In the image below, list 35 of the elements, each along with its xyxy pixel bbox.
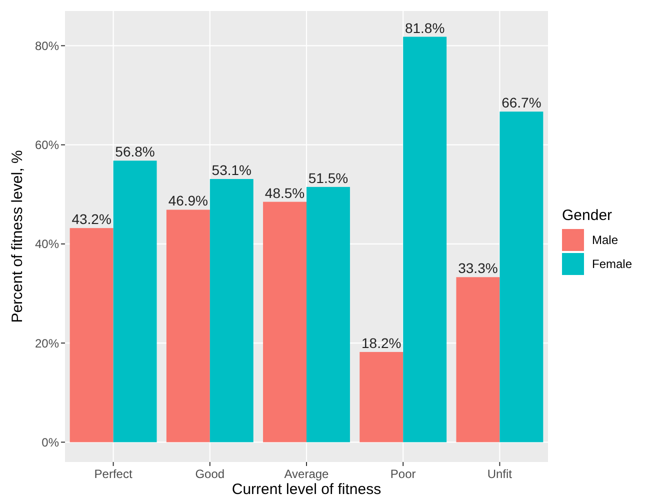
bar (113, 160, 157, 442)
legend-label: Female (592, 257, 632, 272)
data-label: 48.5% (264, 184, 305, 201)
bar (456, 277, 500, 442)
data-label: 18.2% (362, 334, 402, 351)
data-label: 51.5% (308, 170, 348, 186)
bar (210, 179, 254, 442)
data-label: 56.8% (115, 144, 155, 160)
data-label: 81.8% (404, 20, 445, 36)
data-label: 33.3% (458, 260, 498, 276)
x-tick-label: Good (195, 467, 225, 481)
data-label: 66.7% (502, 94, 542, 111)
bar (70, 228, 114, 442)
x-tick-label: Perfect (94, 467, 133, 481)
y-tick-label: 60% (34, 138, 60, 152)
data-label: 53.1% (212, 162, 252, 178)
x-tick-label: Unfit (487, 467, 513, 481)
bar (263, 202, 306, 442)
x-axis-title: Current level of fitness (232, 481, 382, 498)
bar (360, 352, 404, 442)
x-tick-label: Poor (390, 467, 416, 481)
y-axis-title: Percent of fitness level, % (9, 150, 26, 323)
data-label: 43.2% (72, 211, 112, 228)
y-tick-label: 40% (34, 237, 60, 252)
bar (306, 186, 350, 442)
y-tick-label: 80% (34, 38, 60, 53)
legend-title: Gender (562, 207, 612, 224)
x-tick-label: Average (284, 467, 330, 481)
bar (166, 210, 210, 442)
y-tick-label: 0% (42, 435, 60, 450)
data-label: 46.9% (168, 192, 208, 209)
y-tick-label: 20% (34, 336, 60, 350)
bar (403, 36, 447, 442)
bar (500, 112, 544, 442)
legend-label: Male (592, 233, 618, 248)
